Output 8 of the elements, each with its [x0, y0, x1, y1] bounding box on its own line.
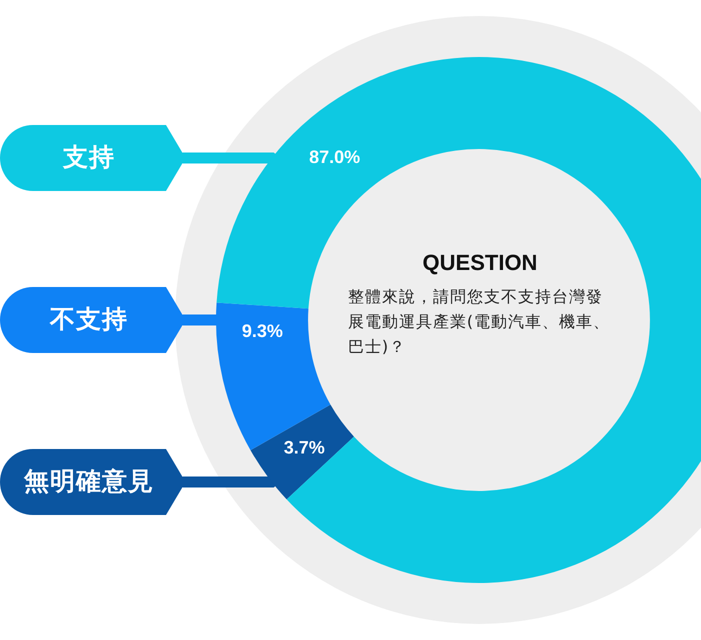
- data-label: 87.0%: [309, 146, 360, 167]
- slice-label: 無明確意見: [23, 466, 154, 496]
- data-label: 3.7%: [284, 438, 325, 458]
- slice-label: 支持: [62, 142, 115, 172]
- text: QUESTION: [422, 250, 538, 276]
- text: 整體來說，請問您支不支持台灣發展電動運具產業(電動汽車、機車、巴士)？: [348, 287, 610, 356]
- legend-label: 不支持: [49, 304, 128, 334]
- data-label: 9.3%: [242, 321, 283, 342]
